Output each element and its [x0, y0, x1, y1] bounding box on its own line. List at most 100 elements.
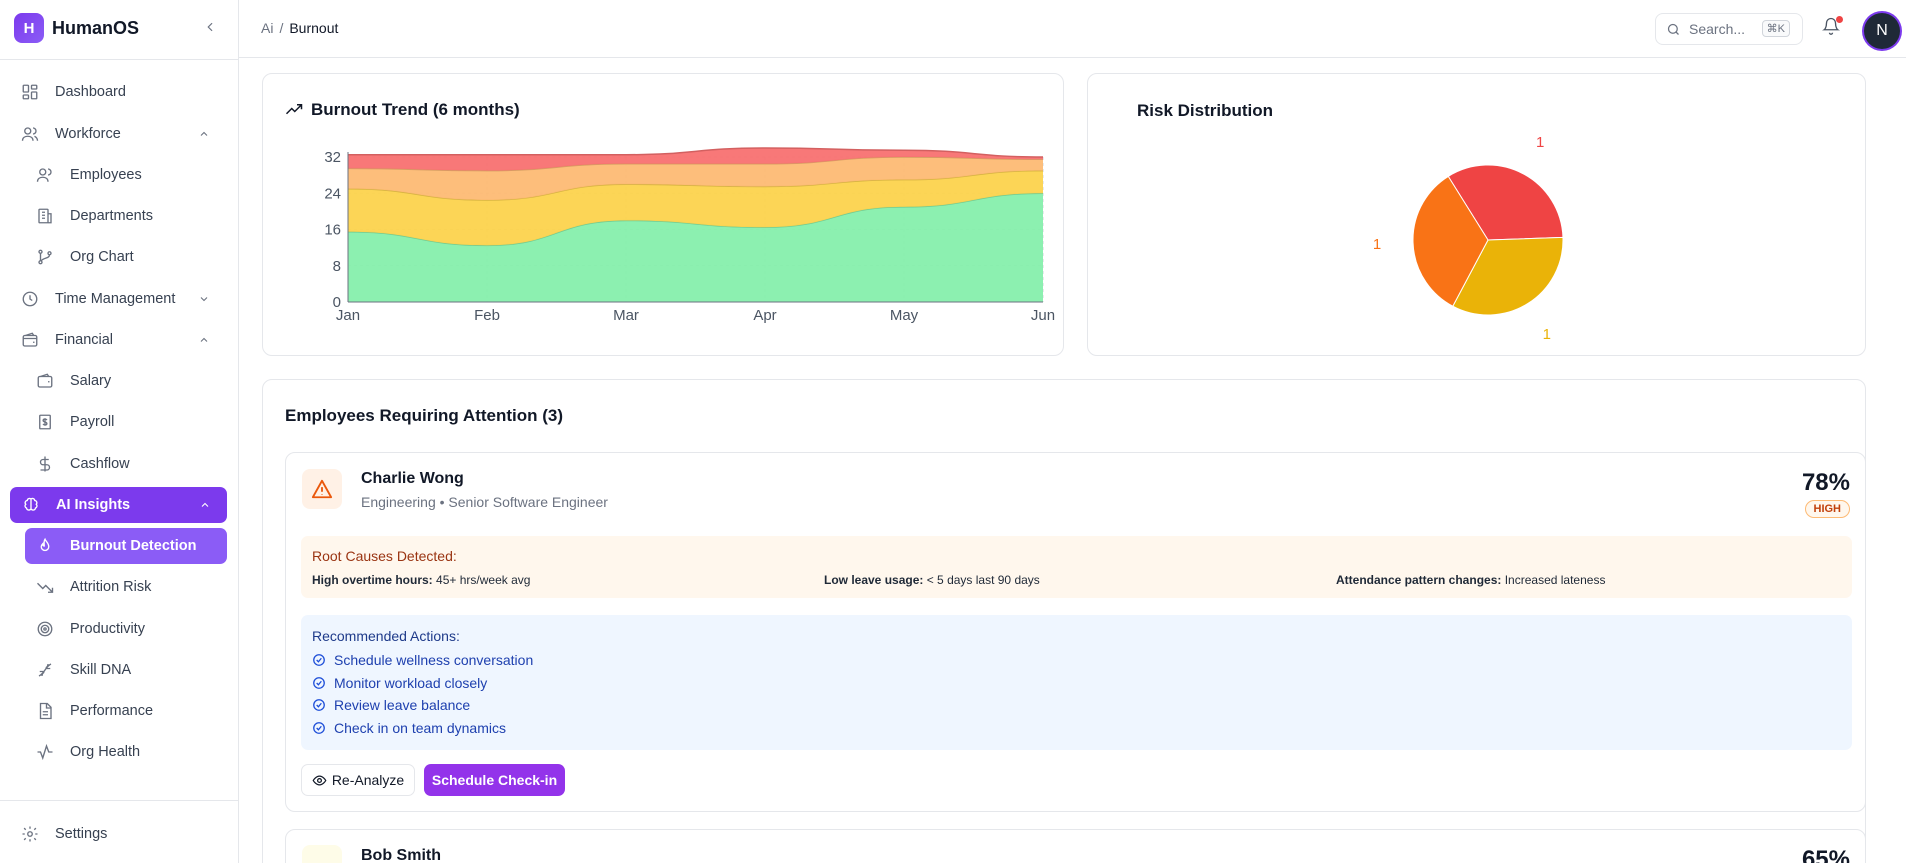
wallet-icon [20, 330, 40, 350]
search-shortcut: ⌘K [1761, 20, 1790, 37]
recommended-actions-title: Recommended Actions: [312, 628, 460, 644]
action-text: Schedule wellness conversation [334, 652, 534, 668]
cause-label: Attendance pattern changes: [1336, 573, 1502, 587]
sidebar-item-label: Time Management [55, 291, 176, 307]
sidebar-item-label: Salary [70, 373, 112, 389]
y-tick-label: 0 [333, 294, 341, 311]
sidebar-item-label: Productivity [70, 621, 145, 637]
breadcrumb: Ai / Burnout [261, 20, 338, 36]
alert-triangle-icon [302, 469, 342, 509]
pie-slice-2[interactable] [1412, 175, 1489, 307]
sidebar-item-performance[interactable]: Performance [35, 693, 225, 729]
sidebar-item-financial[interactable]: Financial [20, 322, 220, 358]
activity-icon [35, 742, 55, 762]
sidebar-item-employees[interactable]: Employees [35, 157, 225, 193]
cause-label: High overtime hours: [312, 573, 433, 587]
root-causes-panel: Root Causes Detected: High overtime hour… [301, 536, 1852, 598]
x-tick-label: Jun [1031, 307, 1055, 324]
sidebar-item-attrition-risk[interactable]: Attrition Risk [35, 569, 225, 605]
chevron-left-icon [203, 20, 217, 34]
cause-value: Increased lateness [1504, 573, 1606, 587]
check-circle-icon [312, 698, 326, 712]
breadcrumb-root[interactable]: Ai [261, 20, 274, 36]
git-branch-icon [35, 247, 55, 267]
root-causes-title: Root Causes Detected: [312, 548, 457, 564]
y-tick-label: 16 [324, 222, 341, 239]
brand[interactable]: H HumanOS [14, 13, 139, 43]
action-text: Monitor workload closely [334, 675, 488, 691]
sidebar-item-label: Payroll [70, 414, 115, 430]
x-tick-label: Mar [613, 307, 639, 324]
trending-up-icon [285, 101, 303, 119]
chevron-down-icon [194, 289, 214, 309]
sidebar-item-time-management[interactable]: Time Management [20, 281, 220, 317]
pie-label: 1 [1373, 236, 1381, 253]
top-header: Ai / Burnout Search... ⌘K N [239, 0, 1906, 58]
sidebar-item-workforce[interactable]: Workforce [20, 116, 220, 152]
burnout-score: 65% [1801, 846, 1850, 863]
root-cause-item: Low leave usage: < 5 days last 90 days [824, 573, 1040, 587]
gear-icon [20, 824, 40, 844]
bell-icon[interactable] [1822, 17, 1840, 35]
check-circle-icon [312, 676, 326, 690]
sidebar-item-dashboard[interactable]: Dashboard [20, 74, 220, 110]
burnout-trend-chart: 0 8 16 24 32 Jan Feb Mar Apr May Jun [324, 147, 1055, 324]
re-analyze-button[interactable]: Re-Analyze [301, 764, 415, 796]
user-icon [35, 165, 55, 185]
search-placeholder: Search... [1689, 21, 1746, 37]
pie-slice-0[interactable] [1447, 164, 1564, 241]
sidebar-item-skill-dna[interactable]: Skill DNA [35, 652, 225, 688]
sidebar-item-org-chart[interactable]: Org Chart [35, 239, 225, 275]
sidebar-item-burnout-detection[interactable]: Burnout Detection [25, 528, 227, 564]
attention-title: Employees Requiring Attention (3) [285, 406, 564, 425]
target-icon [35, 619, 55, 639]
sidebar-item-label: Workforce [55, 126, 121, 142]
area-series-3 [348, 147, 1043, 171]
file-text-icon [35, 701, 55, 721]
sidebar-item-label: Burnout Detection [70, 538, 197, 554]
sidebar-item-ai-insights[interactable]: AI Insights [10, 487, 227, 523]
sidebar-item-label: Settings [55, 826, 108, 842]
alert-icon [302, 845, 342, 863]
building-icon [35, 206, 55, 226]
burnout-trend-title: Burnout Trend (6 months) [285, 100, 520, 120]
risk-distribution-card: Risk Distribution 1 1 1 [1087, 73, 1866, 356]
schedule-check-in-button[interactable]: Schedule Check-in [424, 764, 565, 796]
wallet-icon [35, 371, 55, 391]
search-icon [1666, 22, 1681, 37]
sidebar: H HumanOS Dashboard Workforce Employees … [0, 0, 239, 863]
risk-badge: HIGH [1804, 500, 1850, 518]
sidebar-item-label: Departments [70, 208, 154, 224]
sidebar-item-departments[interactable]: Departments [35, 198, 225, 234]
check-circle-icon [312, 721, 326, 735]
sidebar-item-label: Financial [55, 332, 114, 348]
pie-slice-1[interactable] [1452, 236, 1564, 316]
dashboard-icon [20, 82, 40, 102]
avatar[interactable]: N [1864, 13, 1900, 49]
chevron-up-icon [194, 124, 214, 144]
sidebar-item-productivity[interactable]: Productivity [35, 611, 225, 647]
root-cause-item: High overtime hours: 45+ hrs/week avg [312, 573, 530, 587]
notification-dot [1836, 16, 1843, 23]
root-cause-item: Attendance pattern changes: Increased la… [1336, 573, 1605, 587]
action-text: Review leave balance [334, 697, 471, 713]
sidebar-item-label: Attrition Risk [70, 579, 152, 595]
users-icon [20, 124, 40, 144]
sidebar-item-settings[interactable]: Settings [20, 816, 220, 852]
breadcrumb-separator: / [279, 20, 284, 36]
cause-value: < 5 days last 90 days [926, 573, 1040, 587]
sidebar-item-salary[interactable]: Salary [35, 363, 225, 399]
collapse-sidebar-button[interactable] [202, 18, 218, 36]
x-tick-label: Jan [336, 307, 360, 324]
employee-meta: Engineering • Senior Software Engineer [361, 494, 608, 510]
area-series-0 [348, 193, 1043, 302]
sidebar-item-payroll[interactable]: Payroll [35, 404, 225, 440]
sidebar-item-label: Dashboard [55, 84, 126, 100]
search-input[interactable]: Search... ⌘K [1655, 13, 1803, 45]
sidebar-item-org-health[interactable]: Org Health [35, 734, 225, 770]
cause-value: 45+ hrs/week avg [436, 573, 531, 587]
sidebar-item-cashflow[interactable]: Cashflow [35, 446, 225, 482]
employee-name: Charlie Wong [361, 470, 464, 487]
brain-icon [21, 495, 41, 515]
sidebar-item-label: Performance [70, 703, 154, 719]
